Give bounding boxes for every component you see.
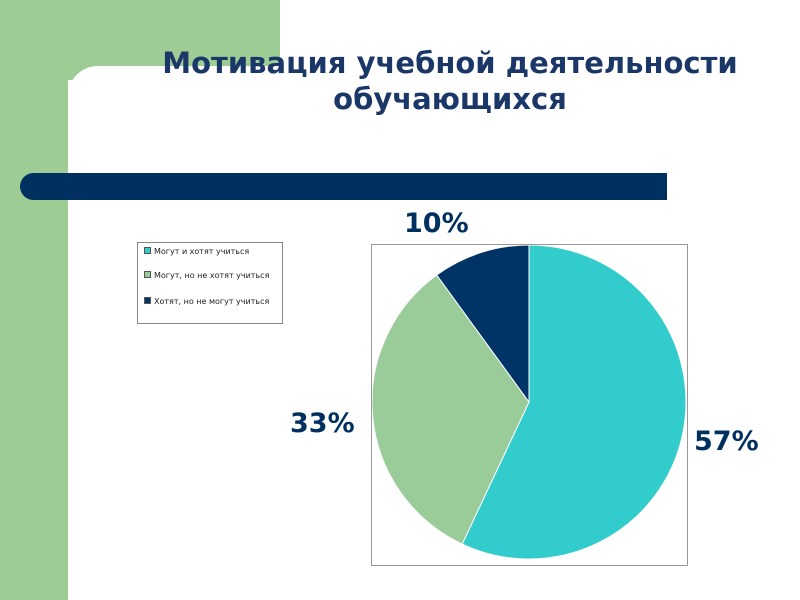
pie-slice (461, 244, 687, 560)
decor-corner (68, 66, 368, 166)
data-label: 33% (290, 408, 355, 439)
pie-slice (371, 274, 530, 545)
pie-slice (436, 244, 530, 404)
legend-item: Могут, но не хотят учиться (144, 270, 274, 281)
slide-title: Мотивация учебной деятельности обучающих… (162, 46, 738, 116)
plot-area (371, 244, 688, 566)
legend-swatch (144, 297, 151, 304)
data-label: 57% (694, 426, 759, 457)
legend-label: Могут, но не хотят учиться (154, 271, 270, 280)
title-divider-bar (20, 173, 667, 200)
legend-swatch (144, 247, 151, 254)
legend-item: Могут и хотят учиться (144, 246, 274, 257)
legend-swatch (144, 271, 151, 278)
pie-chart (371, 244, 687, 560)
data-label: 10% (404, 208, 469, 239)
legend-label: Хотят, но не могут учиться (154, 297, 270, 306)
decor-strip (0, 0, 68, 600)
legend-label: Могут и хотят учиться (154, 247, 250, 256)
legend-item: Хотят, но не могут учиться (144, 296, 274, 307)
chart-legend: Могут и хотят учиться Могут, но не хотят… (137, 242, 283, 324)
